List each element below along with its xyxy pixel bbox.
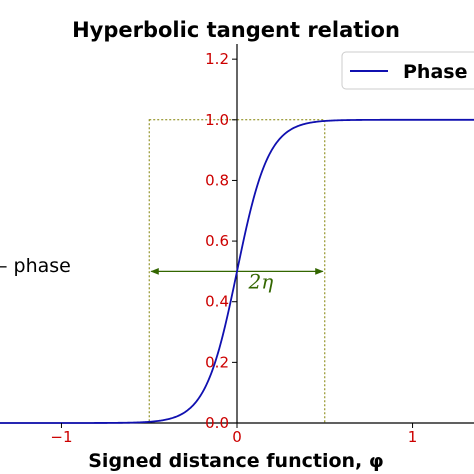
- series-line-phase: [0, 118, 474, 424]
- x-tick-label: 1: [408, 428, 418, 446]
- y-tick-label: 0.2: [205, 353, 229, 371]
- x-axis-label: Signed distance function, φ: [88, 450, 384, 472]
- y-tick-label: 1.0: [205, 111, 229, 129]
- legend-box: [341, 51, 474, 90]
- y-tick-label: 0.0: [205, 414, 229, 432]
- width-label: 2η: [248, 270, 274, 294]
- y-tick-label: 0.6: [205, 232, 229, 250]
- legend: Phase: [341, 51, 474, 90]
- interface-box: [148, 119, 326, 424]
- chart-title: Hyperbolic tangent relation: [72, 18, 400, 42]
- series-layer: [0, 118, 474, 424]
- y-tick-label: 0.8: [205, 171, 229, 189]
- ticks-layer: −1 0 1 0.0 0.2 0.4 0.6 0.8 1.0 1.2: [50, 50, 417, 446]
- y-tick-label: 1.2: [205, 50, 229, 68]
- x-tick-label: −1: [50, 428, 72, 446]
- axes-layer: [0, 44, 474, 424]
- x-tick-label: 0: [232, 428, 242, 446]
- y-axis-label: – phase: [0, 255, 71, 277]
- legend-label-phase: Phase: [403, 61, 467, 83]
- y-tick-label: 0.4: [205, 293, 229, 311]
